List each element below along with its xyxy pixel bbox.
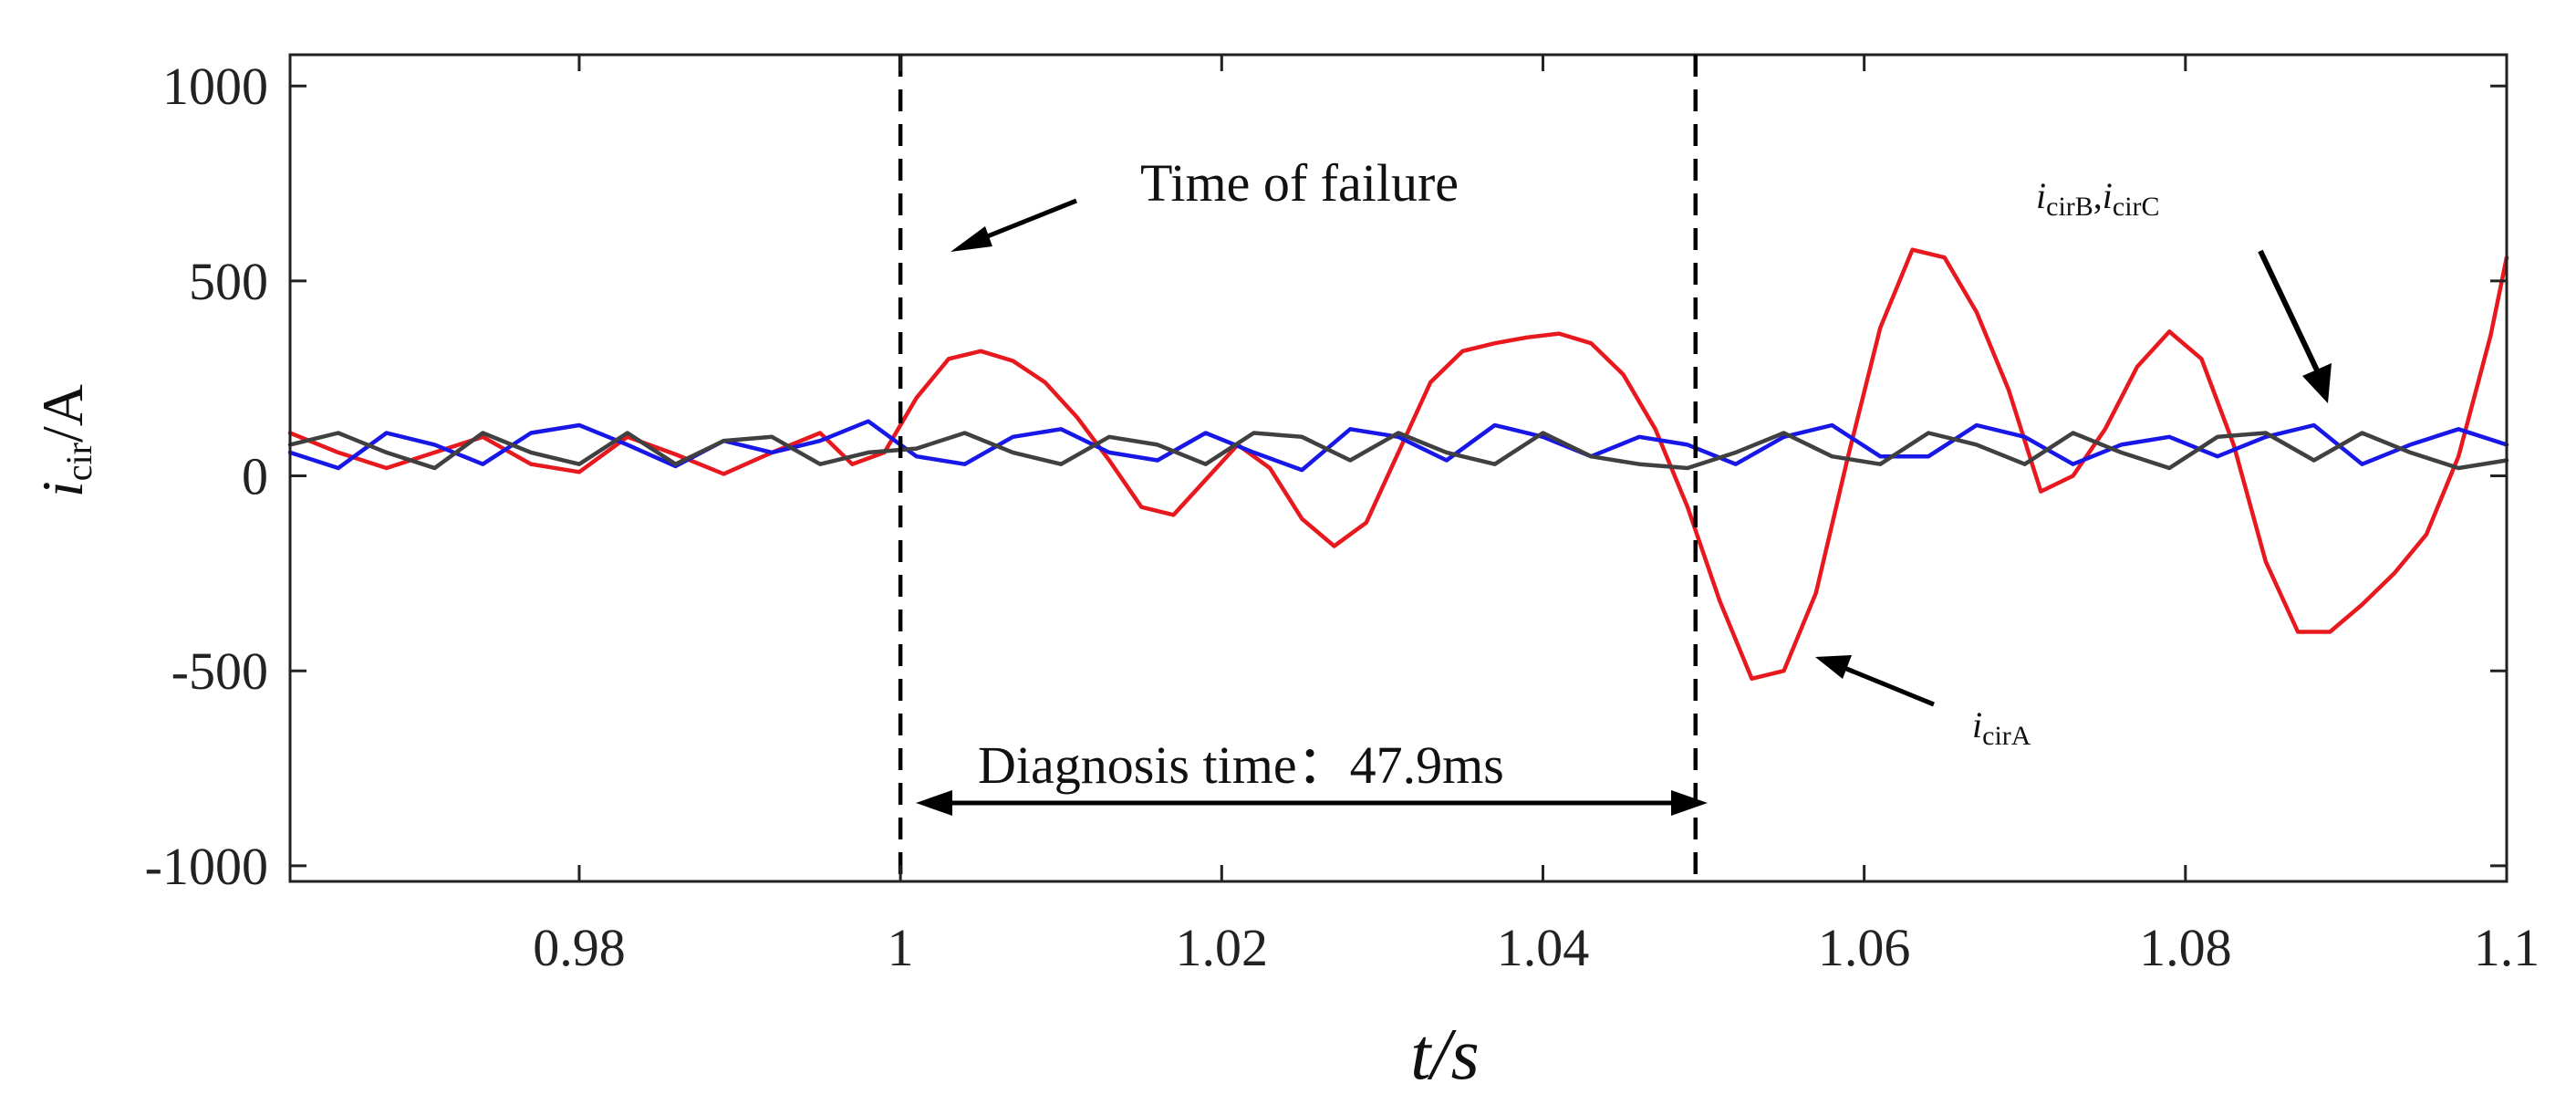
y-axis-label: icir/A xyxy=(30,384,99,497)
x-tick-label: 1.04 xyxy=(1497,918,1590,977)
icirBC-arrow-head xyxy=(2302,363,2332,403)
icirB-sub: cirB xyxy=(2046,192,2093,222)
x-tick-label: 0.98 xyxy=(533,918,626,977)
icirBC-separator: , xyxy=(2093,175,2103,216)
series-layer xyxy=(287,247,2509,682)
icirBC-arrow-shaft xyxy=(2258,249,2322,376)
time-of-failure-arrow-head xyxy=(950,226,992,252)
icirC-i: i xyxy=(2103,175,2113,216)
y-axis-label-unit: /A xyxy=(30,384,95,443)
y-axis-label-i: i xyxy=(30,481,95,497)
diagnosis-arrow-right xyxy=(1671,790,1708,816)
y-axis-label-sub: cir xyxy=(58,443,99,481)
icirB-i: i xyxy=(2036,175,2046,216)
x-axis-label: t/s xyxy=(1410,1015,1480,1095)
icirC-sub: cirC xyxy=(2113,192,2160,222)
series-line-icirB xyxy=(287,419,2509,473)
y-tick-label: -500 xyxy=(171,641,268,701)
series-line-icirC xyxy=(287,431,2509,471)
time-of-failure-label: Time of failure xyxy=(1140,153,1459,213)
y-tick-label: -1000 xyxy=(145,837,268,896)
icirA-sub: cirA xyxy=(1982,721,2031,751)
y-tick-label: 500 xyxy=(189,252,268,311)
axes-layer: 0.98 1 1.02 1.04 1.06 1.08 1.1 1000 500 0 -500 -100… xyxy=(145,53,2540,977)
x-tick-label: 1.08 xyxy=(2139,918,2232,977)
series-line-icirA xyxy=(287,247,2509,682)
icirA-i: i xyxy=(1972,704,1982,745)
x-tick-label: 1.06 xyxy=(1818,918,1911,977)
annotation-layer: Time of failure Diagnosis time：47.9ms ic… xyxy=(916,153,2332,816)
x-tick-label: 1.02 xyxy=(1176,918,1269,977)
x-tick-label: 1.1 xyxy=(2474,918,2540,977)
plot-frame xyxy=(288,53,2508,883)
icirA-arrow-shaft xyxy=(1844,665,1935,707)
icirA-arrow-head xyxy=(1815,655,1852,679)
y-tick-label: 0 xyxy=(242,447,268,506)
icirB-icirC-label: icirB,icirC xyxy=(2036,175,2160,222)
y-tick-label: 1000 xyxy=(162,57,268,116)
icirA-label: icirA xyxy=(1972,704,2031,751)
x-tick-label: 1 xyxy=(888,918,914,977)
diagnosis-arrow-left xyxy=(916,790,952,816)
diagnosis-time-label: Diagnosis time：47.9ms xyxy=(978,735,1504,795)
